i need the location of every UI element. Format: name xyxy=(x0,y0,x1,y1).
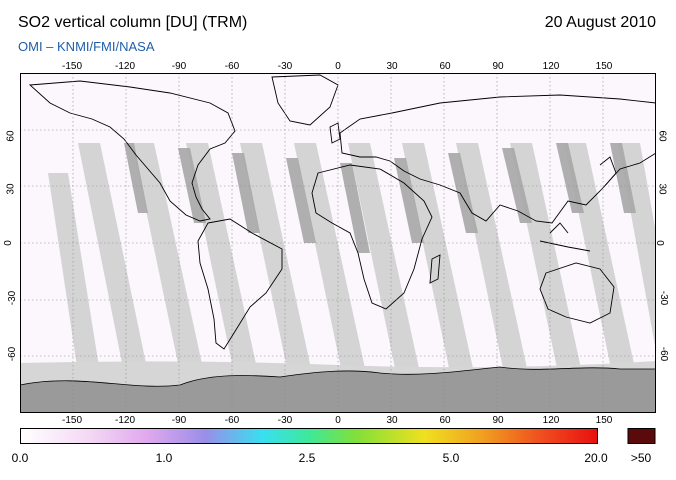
colorbar-label: 0.0 xyxy=(11,451,29,465)
australia-coast xyxy=(539,262,615,324)
lat-tick-left: 60 xyxy=(5,130,17,142)
lon-tick-bottom: 30 xyxy=(386,415,398,426)
lon-tick-bottom: -120 xyxy=(114,415,136,426)
lat-tick-right: -60 xyxy=(658,346,670,362)
map-credits: OMI – KNMI/FMI/NASA xyxy=(18,39,155,54)
lon-tick-top: -90 xyxy=(171,61,187,72)
map-title: SO2 vertical column [DU] (TRM) xyxy=(18,14,248,31)
colorbar-label: >50 xyxy=(630,451,652,465)
lat-tick-left: 0 xyxy=(2,240,14,246)
lon-tick-top: 30 xyxy=(386,61,398,72)
lon-tick-top: -30 xyxy=(277,61,293,72)
south-america-coast xyxy=(197,218,283,350)
lon-tick-top: 90 xyxy=(492,61,504,72)
colorbar-label: 1.0 xyxy=(155,451,173,465)
lon-tick-bottom: -150 xyxy=(61,415,83,426)
orbit-overlap-swaths xyxy=(124,143,636,253)
eurasia-coast xyxy=(339,94,656,224)
lon-tick-bottom: 120 xyxy=(542,415,560,426)
lon-tick-bottom: 150 xyxy=(595,415,613,426)
uk-coast xyxy=(329,122,341,144)
lon-tick-bottom: -30 xyxy=(277,415,293,426)
madagascar-coast xyxy=(429,254,441,284)
map-frame xyxy=(20,73,656,413)
orbit-gap-swaths xyxy=(48,143,656,373)
lat-tick-right: 60 xyxy=(656,130,668,142)
lon-tick-top: 60 xyxy=(439,61,451,72)
lon-tick-top: 120 xyxy=(542,61,560,72)
japan-coast xyxy=(599,156,617,188)
lon-tick-bottom: 60 xyxy=(439,415,451,426)
colorbar-label: 2.5 xyxy=(298,451,316,465)
lon-tick-bottom: 90 xyxy=(492,415,504,426)
graticule xyxy=(20,73,656,413)
greenland-coast xyxy=(271,74,339,126)
africa-coast xyxy=(311,164,433,310)
lat-tick-right: 30 xyxy=(656,183,668,195)
lat-tick-left: 30 xyxy=(5,183,17,195)
lat-tick-left: -60 xyxy=(7,346,19,362)
colorbar-label: 20.0 xyxy=(584,451,608,465)
lon-tick-bottom: 0 xyxy=(335,415,341,426)
lat-tick-left: -30 xyxy=(7,290,19,306)
lon-tick-top: 0 xyxy=(335,61,341,72)
north-america-coast xyxy=(28,80,236,222)
lat-tick-right: -30 xyxy=(658,290,670,306)
color-scale-gradient xyxy=(20,428,598,444)
lon-tick-top: -150 xyxy=(61,61,83,72)
color-scale-overflow xyxy=(627,428,656,444)
map-date: 20 August 2010 xyxy=(544,14,656,31)
lon-tick-bottom: -60 xyxy=(224,415,240,426)
lon-tick-bottom: -90 xyxy=(171,415,187,426)
color-scale-bar xyxy=(20,428,656,444)
colorbar-label: 5.0 xyxy=(442,451,460,465)
lon-tick-top: 150 xyxy=(595,61,613,72)
lon-tick-top: -120 xyxy=(114,61,136,72)
coastlines xyxy=(28,74,656,350)
so2-world-map xyxy=(20,73,656,413)
lon-tick-top: -60 xyxy=(224,61,240,72)
